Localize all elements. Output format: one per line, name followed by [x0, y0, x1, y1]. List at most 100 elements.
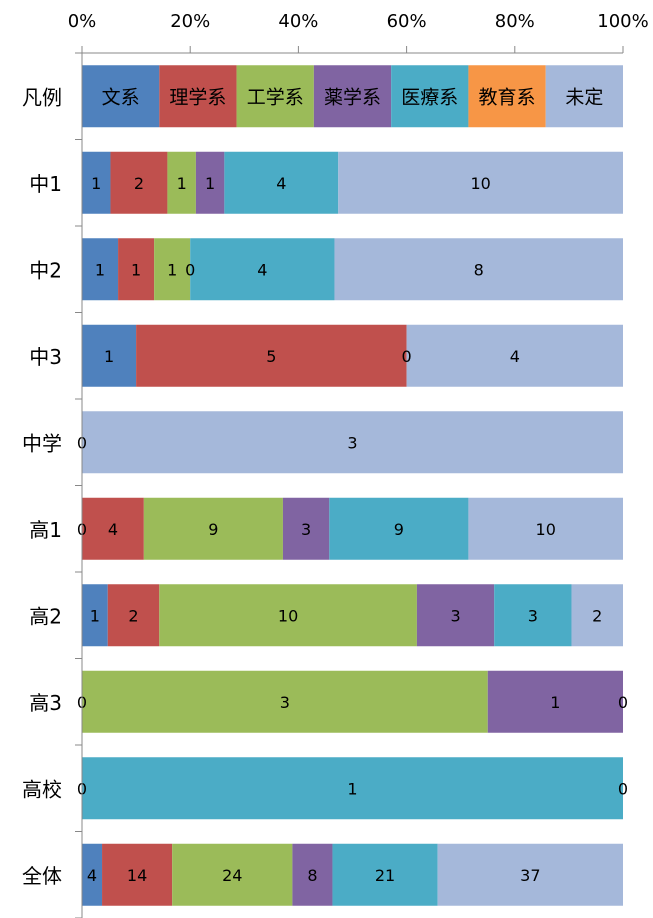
bar-cat-0-series-5 [468, 65, 546, 128]
x-tick-label: 60% [387, 11, 427, 32]
bar-cat-5-series-2 [143, 497, 283, 560]
category-label-cat-8: 高校 [22, 777, 62, 801]
data-label-cat-2-series-2: 1 [167, 260, 177, 279]
data-label-cat-7-series-2: 3 [280, 693, 290, 712]
data-label-cat-9-series-1: 14 [127, 866, 147, 885]
data-label-cat-1-series-0: 1 [91, 174, 101, 193]
bar-cat-6-series-4 [494, 584, 572, 647]
bar-cat-1-series-1 [110, 151, 168, 214]
data-label-cat-1-series-4: 4 [276, 174, 286, 193]
bar-cat-7-series-2 [82, 670, 488, 733]
bar-cat-2-series-4 [190, 238, 335, 301]
bar-cat-5-series-3 [282, 497, 330, 560]
bars-layer [82, 65, 623, 906]
data-label-cat-6-series-1: 2 [128, 606, 138, 625]
bar-cat-9-series-1 [102, 843, 173, 906]
data-label-cat-5-series-2: 9 [208, 520, 218, 539]
legend-label-series-2: 工学系 [247, 86, 304, 108]
x-tick-label: 100% [597, 11, 648, 32]
bar-cat-1-series-0 [82, 151, 111, 214]
bar-cat-0-series-0 [82, 65, 160, 128]
data-label-cat-5-series-3: 3 [301, 520, 311, 539]
x-tick-label: 20% [170, 11, 210, 32]
bar-cat-4-series-6 [82, 411, 623, 474]
axes-layer: 0% 20% 40% 60% 80% 100% [68, 11, 649, 918]
bar-cat-6-series-2 [159, 584, 417, 647]
bar-cat-0-series-3 [313, 65, 392, 128]
category-label-cat-7: 高3 [29, 691, 62, 715]
category-label-cat-9: 全体 [22, 864, 62, 888]
data-label-cat-1-series-1: 2 [134, 174, 144, 193]
data-label-cat-6-series-4: 3 [528, 606, 538, 625]
data-label-cat-9-series-4: 21 [375, 866, 395, 885]
bar-cat-6-series-1 [107, 584, 160, 647]
data-label-cat-9-series-0: 4 [87, 866, 97, 885]
bar-cat-3-series-6 [406, 324, 623, 387]
legend-label-series-0: 文系 [102, 86, 140, 108]
bar-cat-0-series-4 [391, 65, 469, 128]
category-label-cat-6: 高2 [29, 604, 62, 628]
bar-cat-2-series-2 [154, 238, 191, 301]
bar-cat-2-series-0 [82, 238, 119, 301]
bar-cat-9-series-2 [172, 843, 293, 906]
data-label-cat-1-series-3: 1 [205, 174, 215, 193]
data-label-cat-7-series-3: 1 [550, 693, 560, 712]
bar-cat-9-series-3 [292, 843, 333, 906]
x-tick-label: 40% [278, 11, 318, 32]
bar-cat-5-series-6 [468, 497, 623, 560]
bar-cat-0-series-2 [236, 65, 314, 128]
data-label-cat-5-series-1: 4 [108, 520, 118, 539]
bar-cat-1-series-6 [338, 151, 623, 214]
category-label-cat-5: 高1 [29, 518, 62, 542]
bar-cat-9-series-4 [332, 843, 438, 906]
data-label-cat-6-series-2: 10 [278, 606, 298, 625]
bar-cat-6-series-3 [416, 584, 495, 647]
data-label-cat-3-series-0: 1 [104, 347, 114, 366]
data-label-cat-3-series-1: 5 [266, 347, 276, 366]
data-label-cat-6-series-0: 1 [90, 606, 100, 625]
bar-cat-3-series-0 [82, 324, 137, 387]
category-label-cat-0: 凡例 [22, 85, 62, 109]
data-label-cat-2-series-3: 0 [185, 260, 195, 279]
data-label-cat-8-series-6: 0 [618, 779, 628, 798]
bar-cat-1-series-2 [167, 151, 196, 214]
bar-cat-8-series-4 [82, 757, 623, 820]
data-label-cat-1-series-2: 1 [177, 174, 187, 193]
legend-label-series-4: 医療系 [401, 86, 458, 108]
bar-cat-6-series-0 [82, 584, 108, 647]
category-label-cat-3: 中3 [29, 345, 62, 369]
legend-label-series-6: 未定 [565, 86, 603, 108]
data-label-cat-9-series-6: 37 [520, 866, 540, 885]
bar-cat-9-series-0 [82, 843, 103, 906]
data-label-cat-2-series-1: 1 [131, 260, 141, 279]
data-label-cat-2-series-6: 8 [474, 260, 484, 279]
bar-cat-2-series-6 [334, 238, 623, 301]
data-label-cat-2-series-0: 1 [95, 260, 105, 279]
data-label-cat-5-series-6: 10 [536, 520, 556, 539]
legend-label-series-5: 教育系 [479, 86, 536, 108]
bar-cat-3-series-1 [136, 324, 407, 387]
data-label-cat-3-series-6: 4 [510, 347, 520, 366]
legend-label-series-1: 理学系 [169, 86, 226, 108]
data-label-cat-4-series-6: 3 [347, 433, 357, 452]
data-label-cat-6-series-3: 3 [450, 606, 460, 625]
bar-cat-2-series-1 [118, 238, 155, 301]
data-label-cat-1-series-6: 10 [470, 174, 490, 193]
data-label-cat-6-series-6: 2 [592, 606, 602, 625]
data-label-cat-8-series-4: 1 [347, 779, 357, 798]
bar-cat-5-series-4 [329, 497, 469, 560]
labels-layer: 文系 理学系 工学系 薬学系 医療系 教育系 未定1 2 1 1 4 101 1 1 0 4 81 5 0 40 30 4… [22, 85, 628, 888]
bar-cat-1-series-4 [224, 151, 339, 214]
category-label-cat-1: 中1 [29, 172, 62, 196]
category-label-cat-2: 中2 [29, 258, 62, 282]
data-label-cat-7-series-6: 0 [618, 693, 628, 712]
data-label-cat-2-series-4: 4 [257, 260, 267, 279]
bar-cat-1-series-3 [195, 151, 225, 214]
bar-cat-7-series-3 [487, 670, 623, 733]
legend-label-series-3: 薬学系 [324, 86, 381, 108]
bar-cat-0-series-1 [159, 65, 237, 128]
bar-cat-0-series-6 [545, 65, 623, 128]
category-label-cat-4: 中学 [22, 431, 62, 455]
bar-cat-5-series-1 [82, 497, 144, 560]
